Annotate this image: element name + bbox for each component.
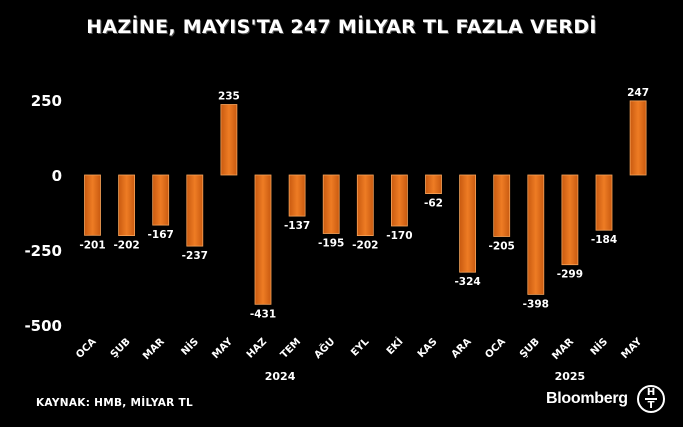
bar-0 xyxy=(84,174,101,236)
bar-value-label: -137 xyxy=(284,220,310,232)
x-tick-label: NİS xyxy=(587,334,611,358)
x-tick-label: HAZ xyxy=(245,336,269,360)
bar-labels: -201 -202 -167 -237 235 -431 -137 -195 -202 -170 -… xyxy=(79,87,649,320)
bar-3 xyxy=(186,174,204,247)
bar-value-label: -201 xyxy=(79,239,105,251)
bar-value-label: -195 xyxy=(318,238,344,250)
x-tick-label: NİS xyxy=(177,334,201,358)
bar-10 xyxy=(425,174,442,195)
x-axis: OCA ŞUB MAR NİS MAY HAZ TEM AĞU EYL EKİ KAS ARA OCA Ş… xyxy=(74,334,645,362)
x-tick-label: OCA xyxy=(74,336,99,361)
x-tick-label: MAY xyxy=(210,336,235,361)
bar-14 xyxy=(561,174,579,266)
y-tick-label: 250 xyxy=(31,92,62,110)
x-tick-label: EKİ xyxy=(383,334,406,357)
bar-5 xyxy=(254,174,272,305)
bar-value-label: -170 xyxy=(386,230,412,242)
x-tick-label: OCA xyxy=(483,336,508,361)
x-tick-label: AĞU xyxy=(311,335,337,361)
bar-value-label: -184 xyxy=(591,234,617,246)
bar-2 xyxy=(152,174,170,226)
ht-logo-icon: H T xyxy=(637,385,665,413)
bar-8 xyxy=(356,174,374,236)
bar-value-label: 235 xyxy=(218,91,240,103)
x-tick-label: EYL xyxy=(349,336,372,359)
bar-value-label: -431 xyxy=(250,308,276,320)
bar-9 xyxy=(390,174,408,227)
bar-value-label: -202 xyxy=(352,240,378,252)
bar-value-label: -62 xyxy=(424,198,443,210)
logo-letter-t: T xyxy=(647,400,655,411)
x-tick-label: KAS xyxy=(416,336,440,360)
bar-7 xyxy=(322,174,340,234)
bar-13 xyxy=(527,174,545,295)
bar-value-label: -205 xyxy=(489,241,515,253)
x-tick-label: MAY xyxy=(619,336,644,361)
bar-16 xyxy=(629,100,647,176)
bloomberg-logo: Bloomberg xyxy=(546,390,628,407)
x-tick-label: ŞUB xyxy=(109,336,133,360)
bar-value-label: -299 xyxy=(557,269,583,281)
bars xyxy=(84,100,647,305)
bar-1 xyxy=(118,174,135,236)
bar-11 xyxy=(459,174,477,273)
y-axis: 250 0 -250 -500 xyxy=(24,92,62,335)
bar-15 xyxy=(595,174,613,231)
bar-value-label: 247 xyxy=(627,87,649,99)
year-labels: 2024 2025 xyxy=(265,370,585,383)
year-label: 2024 xyxy=(265,370,296,383)
x-tick-label: MAR xyxy=(550,336,576,362)
chart-title: HAZİNE, MAYIS'TA 247 MİLYAR TL FAZLA VER… xyxy=(86,16,597,38)
x-tick-label: ARA xyxy=(450,336,474,360)
source-note: KAYNAK: HMB, MİLYAR TL xyxy=(36,397,193,409)
y-tick-label: -500 xyxy=(24,317,62,335)
bar-value-label: -324 xyxy=(454,276,480,288)
bar-value-label: -398 xyxy=(523,298,549,310)
bar-value-label: -202 xyxy=(113,240,139,252)
y-tick-label: -250 xyxy=(24,242,62,260)
bar-6 xyxy=(288,174,306,217)
x-tick-label: MAR xyxy=(141,336,167,362)
y-tick-label: 0 xyxy=(52,167,62,185)
bar-12 xyxy=(493,174,511,237)
year-label: 2025 xyxy=(555,370,586,383)
bar-4 xyxy=(220,104,238,176)
logo-letter-h: H xyxy=(646,387,656,398)
x-tick-label: TEM xyxy=(279,336,304,361)
x-tick-label: ŞUB xyxy=(518,336,542,360)
bar-value-label: -237 xyxy=(182,250,208,262)
bar-value-label: -167 xyxy=(148,229,174,241)
